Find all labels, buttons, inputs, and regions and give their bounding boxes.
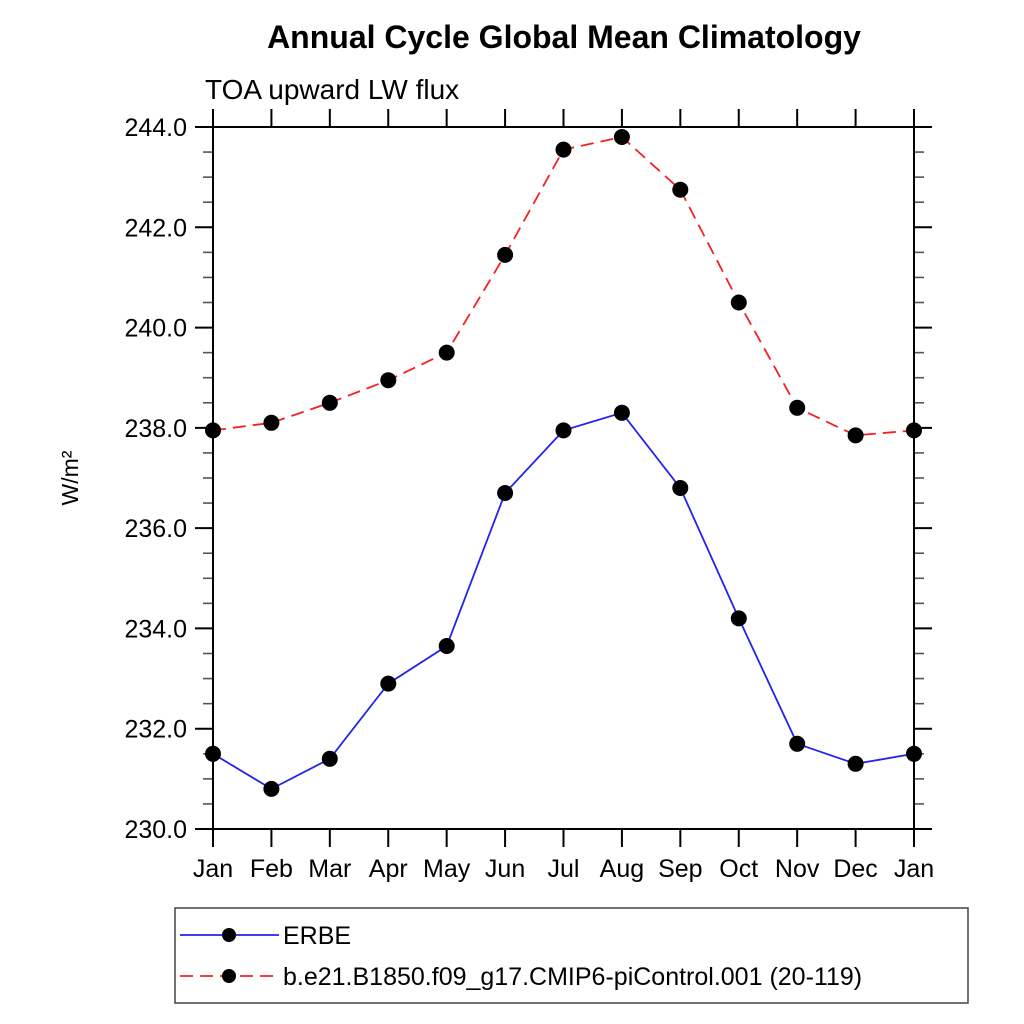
- x-tick-label: Apr: [369, 855, 408, 883]
- chart-subtitle: TOA upward LW flux: [205, 74, 459, 105]
- y-tick-label: 242.0: [124, 214, 187, 242]
- series-0-marker: [380, 675, 397, 692]
- plot-frame: [212, 126, 915, 830]
- chart-title: Annual Cycle Global Mean Climatology: [267, 19, 861, 55]
- y-tick-label: 234.0: [124, 615, 187, 643]
- series-1-marker: [205, 422, 221, 439]
- x-tick-label: Nov: [775, 855, 820, 883]
- series-0-marker: [555, 422, 572, 439]
- series-1-marker: [438, 344, 455, 361]
- series-0-line: [212, 411, 915, 790]
- axis-labels: Jan Feb Mar Apr May Jun Jul Aug Sep Oct Nov Dec Jan2…: [124, 114, 934, 883]
- x-tick-label: Jun: [485, 855, 525, 883]
- series-1-marker: [906, 422, 922, 439]
- y-axis-label: W/m²: [57, 450, 83, 505]
- x-tick-label: Mar: [308, 855, 351, 883]
- legend: ERBE b.e21.B1850.f09_g17.CMIP6-piControl…: [174, 907, 969, 1004]
- legend-sample-marker-1: [222, 969, 236, 983]
- y-tick-label: 236.0: [124, 515, 187, 543]
- series-0-marker: [672, 480, 689, 496]
- series-0-marker: [613, 404, 630, 421]
- legend-label-model: b.e21.B1850.f09_g17.CMIP6-piControl.001 …: [283, 963, 862, 991]
- series-0-marker: [497, 485, 514, 501]
- y-tick-label: 244.0: [124, 114, 187, 142]
- series-1-marker: [847, 427, 864, 444]
- y-tick-label: 240.0: [124, 315, 187, 343]
- legend-samples: [180, 928, 279, 983]
- series-1-marker: [497, 246, 514, 263]
- x-tick-label: Oct: [719, 855, 758, 883]
- series-0-marker: [438, 638, 455, 654]
- y-tick-label: 230.0: [124, 816, 187, 844]
- x-tick-label: Jul: [548, 855, 580, 883]
- series-1-marker: [672, 181, 689, 198]
- x-tick-label: Aug: [600, 855, 644, 883]
- y-tick-label: 238.0: [124, 415, 187, 443]
- series-0-marker: [730, 610, 747, 627]
- series-0-marker: [906, 745, 922, 762]
- series-1-marker: [613, 129, 630, 145]
- x-tick-label: Jan: [193, 855, 233, 883]
- legend-box: [174, 907, 969, 1004]
- x-tick-label: May: [423, 855, 471, 883]
- x-tick-label: Jan: [894, 855, 934, 883]
- series-layer: [205, 129, 922, 797]
- series-1-marker: [263, 414, 280, 431]
- series-1-marker: [789, 399, 806, 416]
- series-1-marker: [555, 141, 572, 158]
- series-0-marker: [847, 755, 864, 772]
- x-tick-label: Dec: [833, 855, 877, 883]
- series-1-marker: [730, 294, 747, 311]
- legend-sample-marker-0: [222, 928, 236, 942]
- axis-ticks: [195, 109, 932, 847]
- series-0-marker: [789, 735, 806, 752]
- series-0-marker: [263, 780, 280, 797]
- series-0-marker: [321, 750, 338, 767]
- legend-label-erbe: ERBE: [283, 922, 351, 950]
- series-1-line: [212, 136, 915, 437]
- series-1-marker: [321, 394, 338, 411]
- series-1-marker: [380, 372, 397, 389]
- y-tick-label: 232.0: [124, 716, 187, 744]
- series-0-marker: [205, 745, 221, 762]
- x-tick-label: Feb: [250, 855, 293, 883]
- x-tick-label: Sep: [658, 855, 702, 883]
